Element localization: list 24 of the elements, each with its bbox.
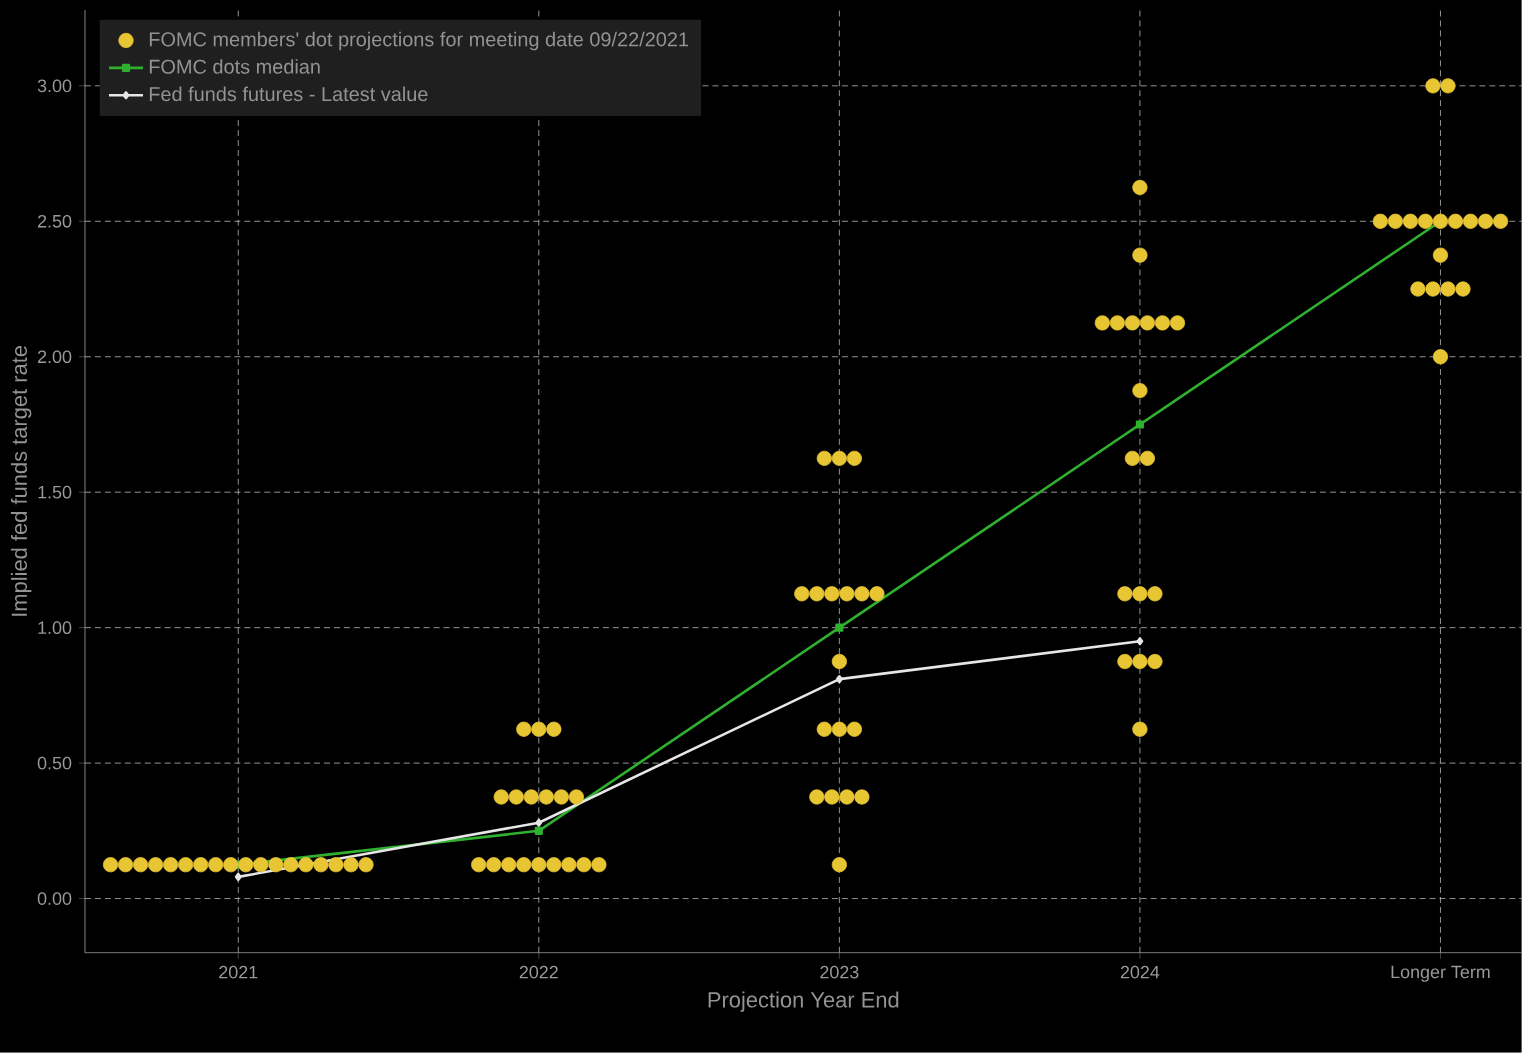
y-axis-title: Implied fed funds target rate [10, 346, 32, 616]
point [835, 675, 843, 684]
y-tick-label: 1.00 [38, 621, 72, 635]
y-tick-label: 0.50 [37, 756, 72, 770]
x-axis-title: Projection Year End [708, 991, 899, 1013]
y-tick-label: 3.00 [37, 79, 72, 93]
x-tick-label: Longer Term [1391, 965, 1490, 982]
x-tick-label: 2021 [219, 965, 258, 979]
x-tick-label: 2024 [1120, 965, 1160, 979]
y-tick-label: 1.50 [38, 485, 72, 499]
y-tick-label: 2.00 [37, 350, 72, 364]
legend-label: FOMC members' dot projections for meeting date 09/22/2021 [149, 31, 689, 51]
point [234, 872, 242, 882]
point [534, 826, 543, 836]
x-tick-label: 2022 [519, 965, 558, 979]
point [835, 623, 844, 632]
y-tick-label: 2.50 [37, 215, 72, 228]
point [1136, 637, 1144, 646]
legend-label: FOMC dots median [149, 59, 320, 74]
point [1135, 420, 1144, 429]
legend-label: Fed funds futures - Latest value [149, 86, 428, 102]
y-tick-label: 0.00 [37, 892, 72, 906]
x-tick-label: 2023 [820, 965, 859, 979]
point [535, 818, 543, 827]
